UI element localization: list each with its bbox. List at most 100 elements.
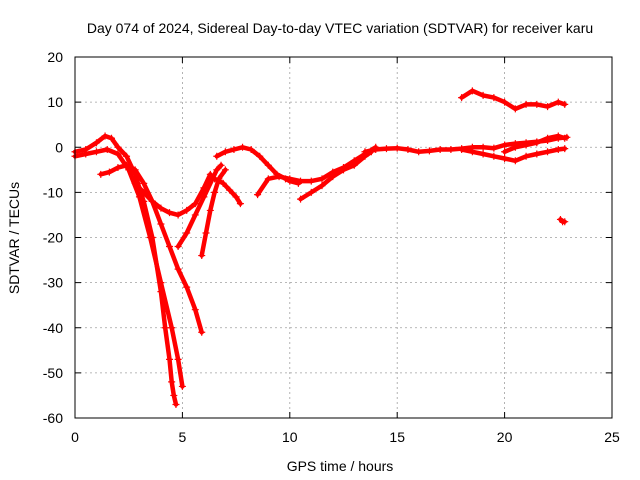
x-tick-label: 10 <box>282 429 298 445</box>
data-point <box>372 146 380 154</box>
data-point <box>318 175 326 183</box>
series-arc-8 <box>211 175 244 208</box>
data-point <box>174 243 182 251</box>
chart-title: Day 074 of 2024, Sidereal Day-to-day VTE… <box>87 20 593 36</box>
data-point <box>123 161 131 169</box>
data-point <box>393 144 401 152</box>
series-arc-15 <box>556 215 569 226</box>
data-point <box>533 150 541 158</box>
data-point <box>114 150 122 158</box>
data-point <box>140 179 148 187</box>
data-point <box>148 197 156 205</box>
y-tick-label: -20 <box>43 230 63 246</box>
series-arc-4 <box>131 170 214 219</box>
data-point <box>135 193 143 201</box>
data-point <box>425 147 433 155</box>
data-point <box>166 355 174 363</box>
data-point <box>161 324 169 332</box>
y-tick-label: -40 <box>43 320 63 336</box>
data-point <box>533 139 541 147</box>
data-point <box>479 143 487 151</box>
data-point <box>522 141 530 149</box>
data-point <box>318 182 326 190</box>
y-axis-label: SDTVAR / TECUs <box>6 182 22 294</box>
data-point <box>511 143 519 151</box>
y-tick-label: 0 <box>55 139 63 155</box>
data-point <box>140 188 148 196</box>
axis-ticks <box>74 56 613 419</box>
data-point <box>191 211 199 219</box>
data-point <box>191 306 199 314</box>
data-point <box>544 148 552 156</box>
data-point <box>554 98 562 106</box>
data-point <box>170 391 178 399</box>
data-point <box>174 355 182 363</box>
y-tick-label: 10 <box>47 94 63 110</box>
data-point <box>168 378 176 386</box>
data-point <box>131 166 139 174</box>
data-point <box>174 211 182 219</box>
data-point <box>157 279 165 287</box>
series-line <box>132 172 213 218</box>
data-point <box>447 146 455 154</box>
data-point <box>157 220 165 228</box>
data-point <box>213 152 221 160</box>
data-point <box>198 252 206 260</box>
data-point <box>213 166 221 174</box>
data-point <box>533 100 541 108</box>
data-point <box>166 243 174 251</box>
data-point <box>297 195 305 203</box>
data-point <box>561 134 569 142</box>
data-point <box>458 94 466 102</box>
data-point <box>490 152 498 160</box>
data-point <box>131 179 139 187</box>
data-point <box>183 283 191 291</box>
series-arc-14 <box>501 132 569 156</box>
data-point <box>479 150 487 158</box>
data-point <box>511 105 519 113</box>
data-point <box>221 166 229 174</box>
data-point <box>254 191 262 199</box>
data-point <box>490 94 498 102</box>
data-point <box>501 98 509 106</box>
series-arc-13 <box>458 87 569 113</box>
data-point <box>264 161 272 169</box>
series-line <box>298 149 374 202</box>
series-line <box>199 167 228 258</box>
data-point <box>191 200 199 208</box>
y-tick-label: -10 <box>43 184 63 200</box>
data-point <box>544 134 552 142</box>
data-point <box>221 148 229 156</box>
data-point <box>501 148 509 156</box>
data-point <box>511 157 519 165</box>
data-point <box>226 186 234 194</box>
data-point <box>522 152 530 160</box>
data-point <box>329 173 337 181</box>
data-point <box>544 103 552 111</box>
data-point <box>490 144 498 152</box>
data-point <box>256 152 264 160</box>
x-tick-label: 20 <box>497 429 513 445</box>
x-tick-label: 25 <box>604 429 620 445</box>
y-tick-label: -50 <box>43 365 63 381</box>
data-point <box>307 177 315 185</box>
data-point <box>247 146 255 154</box>
data-point <box>561 145 569 153</box>
x-tick-label: 0 <box>71 429 79 445</box>
data-point <box>236 200 244 208</box>
data-point <box>172 400 180 408</box>
data-point <box>166 209 174 217</box>
data-point <box>468 87 476 95</box>
data-point <box>275 173 283 181</box>
data-point <box>501 155 509 163</box>
data-point <box>202 229 210 237</box>
data-point <box>350 161 358 169</box>
data-point <box>108 134 116 142</box>
data-point <box>554 132 562 140</box>
data-point <box>219 179 227 187</box>
data-point <box>468 148 476 156</box>
y-tick-label: -60 <box>43 410 63 426</box>
data-point <box>479 91 487 99</box>
data-point <box>168 324 176 332</box>
